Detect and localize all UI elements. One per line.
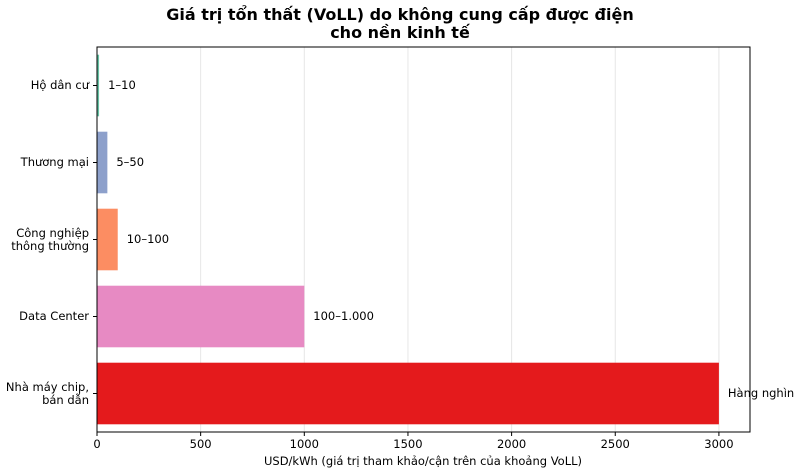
value-label: 10–100 [126,232,170,246]
x-tick-label: 0 [93,437,101,451]
y-tick-label: Data Center [19,309,89,323]
y-tick-label: Nhà máy chip, bán dẫn [5,380,89,407]
plot-frame [96,46,751,433]
y-tick-label: Hộ dân cư [30,78,89,92]
value-label: 1–10 [108,78,136,92]
bar [97,362,719,425]
x-tick-label: 2500 [600,437,630,451]
value-label: 5–50 [116,155,145,169]
bar [97,54,100,117]
bar [97,131,108,194]
x-tick-label: 3000 [704,437,734,451]
value-label: 100–1.000 [313,309,374,323]
x-tick-label: 1500 [393,437,423,451]
value-label: Hàng nghìn [727,386,795,400]
x-axis-label: USD/kWh (giá trị tham khảo/cận trên của … [263,454,583,468]
y-tick-label: Thương mại [20,155,89,169]
x-tick-label: 500 [189,437,212,451]
bar [97,285,305,348]
x-tick-label: 2000 [496,437,527,451]
chart-title: Giá trị tổn thất (VoLL) do không cung cấ… [166,5,634,43]
x-tick-label: 1000 [289,437,319,451]
y-tick-label: Công nghiệp thông thường [11,226,89,253]
bar [97,208,118,271]
